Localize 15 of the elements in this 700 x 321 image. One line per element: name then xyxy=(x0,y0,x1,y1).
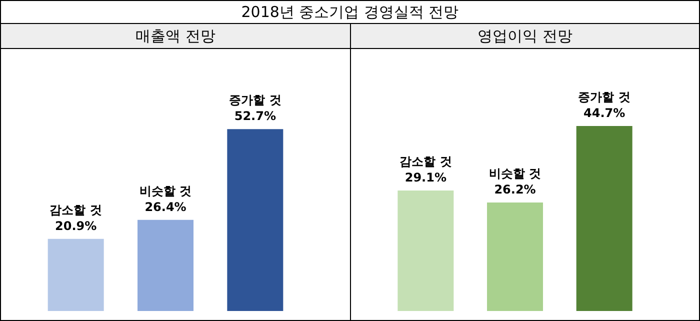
chart-title: 영업이익 전망 xyxy=(351,24,699,49)
x-tick-label: 비슷할 것 xyxy=(139,184,192,198)
data-label: 26.2% xyxy=(494,182,536,197)
x-tick-label: 감소할 것 xyxy=(50,202,102,217)
x-tick-label: 증가할 것 xyxy=(578,90,630,104)
data-label: 26.4% xyxy=(144,200,186,214)
x-tick-label: 증가할 것 xyxy=(229,93,282,108)
x-tick-label: 비슷할 것 xyxy=(488,166,542,181)
text: 2018년 중소기업 경영실적 전망 xyxy=(1,1,699,24)
data-label: 20.9% xyxy=(55,218,97,233)
x-tick-label: 감소할 것 xyxy=(400,154,452,169)
data-label: 44.7% xyxy=(584,106,626,120)
data-label: 29.1% xyxy=(404,170,446,185)
data-label: 52.7% xyxy=(234,109,276,124)
chart-title: 매출액 전망 xyxy=(1,24,350,49)
